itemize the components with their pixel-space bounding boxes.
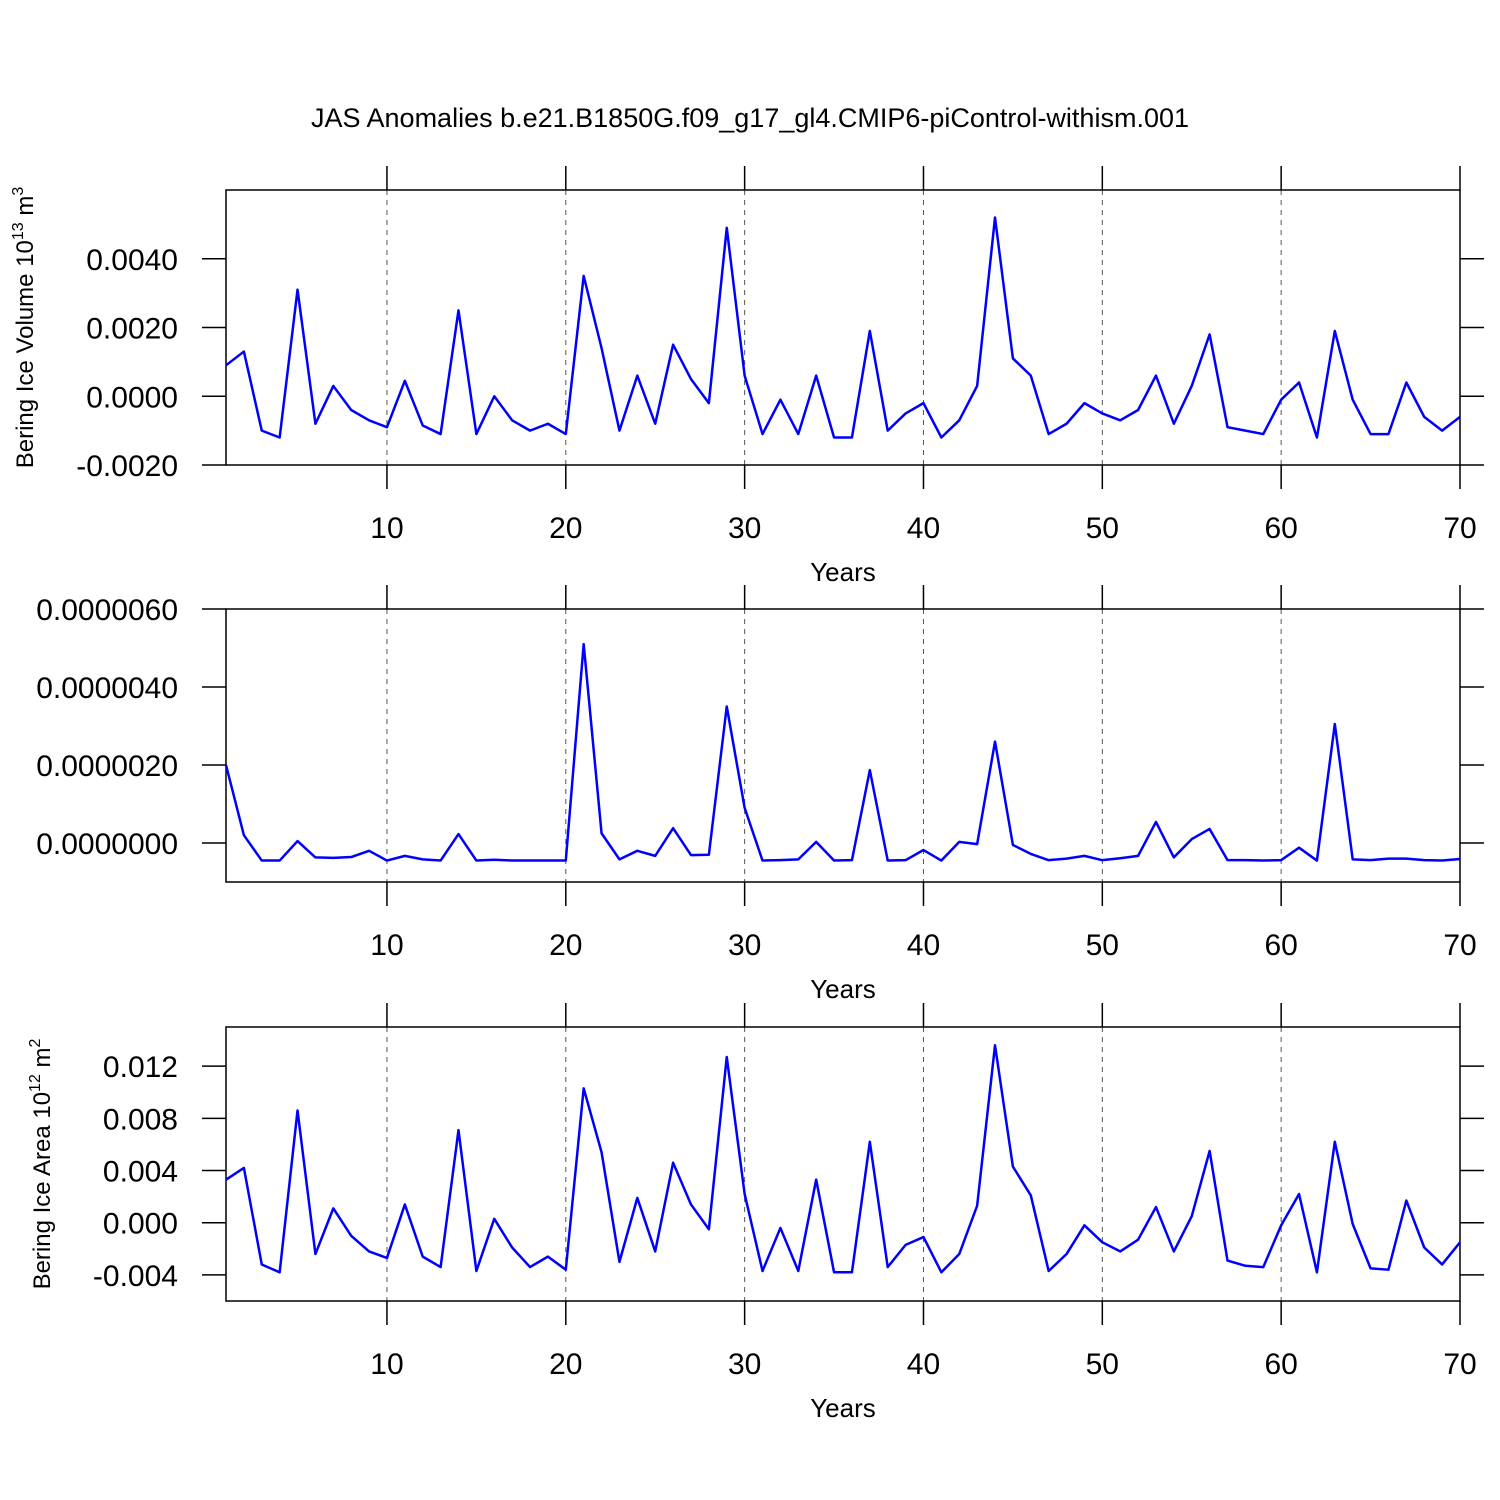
y-tick-label: 0.008 <box>103 1103 178 1136</box>
y-axis-label-part: m <box>29 1047 56 1074</box>
x-tick-label: 40 <box>907 1348 940 1381</box>
y-axis-label-superscript: 3 <box>10 187 27 196</box>
x-tick-label: 60 <box>1264 929 1297 962</box>
y-axis-label: Bering Ice Area 1012 m2 <box>27 1038 56 1289</box>
y-tick-label: -0.004 <box>93 1260 178 1293</box>
x-tick-label: 50 <box>1086 1348 1119 1381</box>
x-tick-label: 70 <box>1443 512 1476 545</box>
y-axis-label-part: Bering Ice Volume 10 <box>12 240 39 468</box>
x-tick-label: 30 <box>728 1348 761 1381</box>
data-line <box>225 1044 1461 1274</box>
x-tick-label: 30 <box>728 512 761 545</box>
data-line <box>224 642 1461 862</box>
y-axis-label-part: Bering Ice Area 10 <box>29 1092 56 1289</box>
plot-frame <box>225 1026 1461 1302</box>
y-tick-label: 0.0000000 <box>36 828 178 861</box>
y-axis-label-superscript: 12 <box>27 1074 44 1092</box>
x-tick-label: 30 <box>728 929 761 962</box>
x-tick-label: 40 <box>907 512 940 545</box>
x-tick-label: 50 <box>1086 512 1119 545</box>
x-tick-label: 20 <box>549 1348 582 1381</box>
y-tick-label: 0.004 <box>103 1156 178 1189</box>
data-line <box>225 216 1461 439</box>
x-axis-label: Years <box>810 557 876 587</box>
x-tick-label: 70 <box>1443 1348 1476 1381</box>
x-tick-label: 10 <box>370 1348 403 1381</box>
y-axis-label: Bering Ice Volume 1013 m3 <box>10 187 39 469</box>
x-tick-label: 10 <box>370 512 403 545</box>
plot-frame <box>225 189 1461 466</box>
plot-frame <box>225 608 1461 883</box>
x-tick-label: 60 <box>1264 512 1297 545</box>
y-tick-label: 0.0040 <box>86 244 178 277</box>
x-tick-label: 20 <box>549 929 582 962</box>
y-axis-label-part: m <box>12 196 39 223</box>
y-tick-label: 0.0000040 <box>36 672 178 705</box>
x-tick-label: 50 <box>1086 929 1119 962</box>
x-tick-label: 40 <box>907 929 940 962</box>
y-tick-label: -0.0020 <box>76 450 178 483</box>
y-tick-label: 0.012 <box>103 1051 178 1084</box>
x-tick-label: 70 <box>1443 929 1476 962</box>
y-tick-label: 0.0000020 <box>36 750 178 783</box>
x-tick-label: 20 <box>549 512 582 545</box>
x-tick-label: 10 <box>370 929 403 962</box>
chart-title: JAS Anomalies b.e21.B1850G.f09_g17_gl4.C… <box>311 103 1189 133</box>
y-axis-label-superscript: 13 <box>10 222 27 240</box>
x-axis-label: Years <box>810 974 876 1004</box>
x-axis-label: Years <box>810 1393 876 1423</box>
y-axis-label-superscript: 2 <box>27 1038 44 1047</box>
y-tick-label: 0.0000 <box>86 381 178 414</box>
x-tick-label: 60 <box>1264 1348 1297 1381</box>
y-tick-label: 0.0020 <box>86 313 178 346</box>
y-tick-label: 0.0000060 <box>36 594 178 627</box>
y-tick-label: 0.000 <box>103 1208 178 1241</box>
